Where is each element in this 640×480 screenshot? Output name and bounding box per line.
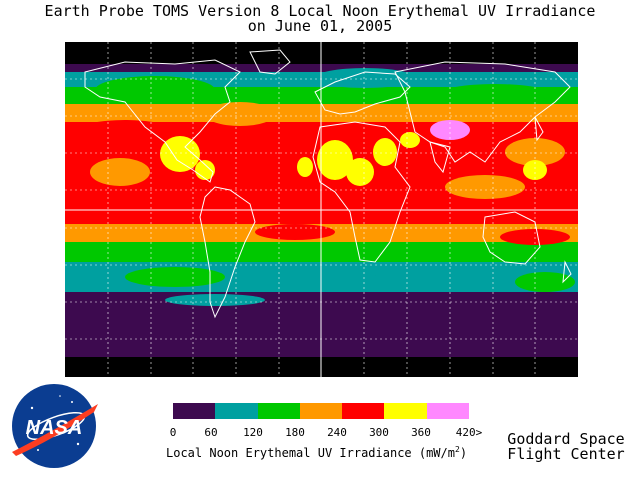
nasa-meatball-logo-icon: NASA	[12, 384, 98, 468]
japan-coast	[534, 116, 544, 142]
colorbar-swatch-60-120	[215, 403, 258, 419]
colorbar-swatch-120-180	[257, 403, 300, 419]
colorbar-swatch-240-300	[342, 403, 385, 419]
colorbar-tick-420: 420>	[455, 426, 483, 439]
uv-maximum-420	[430, 120, 470, 140]
new-zealand-coast	[562, 260, 572, 284]
india-coast	[429, 141, 451, 174]
colorbar-tick-120: 120	[243, 426, 263, 439]
asia-coast	[394, 61, 571, 163]
greenland-coast	[249, 49, 291, 75]
colorbar-swatch-360-420	[426, 403, 469, 419]
colorbar-tick-0: 0	[169, 426, 177, 439]
africa-coast	[312, 121, 411, 263]
map-title-line2: on June 01, 2005	[247, 17, 393, 35]
colorbar-tick-360: 360	[411, 426, 431, 439]
colorbar-label-text: Local Noon Erythemal UV Irradiance (mW/m	[166, 446, 455, 460]
uv-hotspots-300-360	[160, 132, 547, 186]
colorbar-tick-180: 180	[285, 426, 305, 439]
colorbar-tick-240: 240	[327, 426, 347, 439]
svg-text:NASA: NASA	[26, 417, 83, 439]
north-america-coast	[84, 59, 241, 183]
colorbar-tick-60: 60	[204, 426, 218, 439]
australia-coast	[482, 211, 541, 265]
colorbar-label-superscript: 2	[454, 445, 460, 454]
colorbar-tick-300: 300	[369, 426, 389, 439]
south-america-coast	[199, 186, 256, 319]
gsfc-credit: Goddard Space Flight Center	[496, 432, 636, 462]
uv-irradiance-world-map	[65, 42, 578, 377]
map-title-line1: Earth Probe TOMS Version 8 Local Noon Er…	[44, 2, 596, 20]
world-map-svg	[65, 42, 578, 377]
credit-line1: Goddard Space	[507, 430, 625, 448]
colorbar-label-end: )	[459, 446, 468, 460]
colorbar-swatch-300-360	[384, 403, 427, 419]
colorbar-swatch-0-60	[173, 403, 216, 419]
credit-line2: Flight Center	[507, 445, 625, 463]
europe-coast	[314, 71, 411, 115]
uv-colorbar	[173, 403, 469, 419]
colorbar-swatch-180-240	[299, 403, 343, 419]
colorbar-label: Local Noon Erythemal UV Irradiance (mW/m…	[166, 445, 468, 461]
coastlines	[84, 49, 572, 319]
